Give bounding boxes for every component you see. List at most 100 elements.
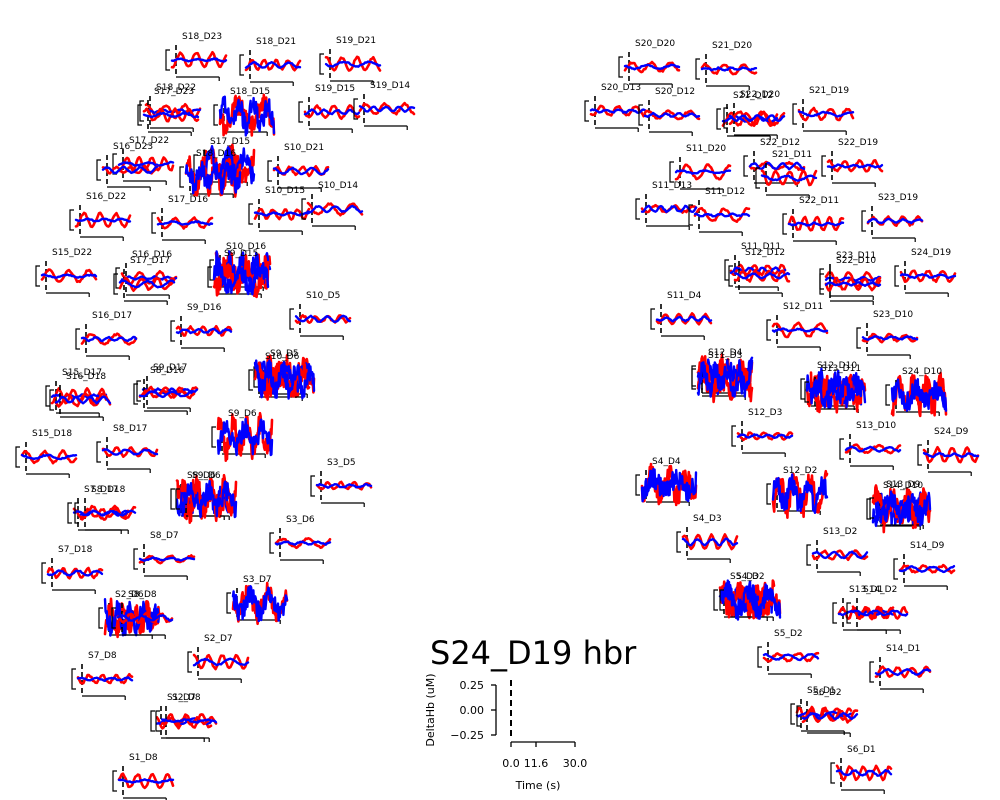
channel-s15-d22: S15_D22 xyxy=(35,248,98,297)
channel-label: S14_D9 xyxy=(910,541,945,551)
hbr-trace xyxy=(696,359,754,398)
hbr-trace xyxy=(674,169,732,175)
hbr-trace xyxy=(643,111,701,119)
channel-label: S23_D10 xyxy=(873,310,913,320)
channel-s4-d2: S4_D2 xyxy=(719,572,782,621)
channel-s10-d5: S10_D5 xyxy=(289,291,352,340)
hbo-trace xyxy=(358,101,416,116)
hbo-trace xyxy=(826,159,884,173)
channel-s14-d1: S14_D1 xyxy=(869,644,932,693)
y-scale-bracket xyxy=(866,498,871,520)
channel-label: S10_D16 xyxy=(226,242,266,252)
channel-s6-d1: S6_D1 xyxy=(830,745,893,794)
hbr-trace xyxy=(160,718,218,724)
hbo-trace xyxy=(303,104,361,120)
hbo-trace xyxy=(674,163,732,181)
channel-label: S11_D12 xyxy=(705,187,745,197)
hbo-trace xyxy=(874,665,932,679)
hbr-trace xyxy=(801,711,859,721)
y-scale-bracket xyxy=(98,607,103,629)
channel-label: S10_D15 xyxy=(265,186,305,196)
hbo-trace xyxy=(40,268,98,284)
channel-label: S24_D10 xyxy=(902,367,942,377)
hbr-trace xyxy=(253,359,311,400)
channel-label: S9_D17 xyxy=(153,363,187,373)
y-scale-bracket xyxy=(856,327,861,349)
channel-label: S6_D1 xyxy=(847,745,876,755)
y-scale-bracket xyxy=(584,100,589,122)
channel-label: S4_D3 xyxy=(693,514,722,524)
y-scale-bracket xyxy=(239,54,244,76)
channel-label: S13_D2 xyxy=(823,527,857,537)
y-scale-bracket xyxy=(691,368,696,390)
hbr-trace xyxy=(253,211,311,217)
channel-label: S21_D12 xyxy=(733,91,773,101)
channel-s8-d16: S8_D16 xyxy=(133,366,196,415)
channel-label: S9_D6 xyxy=(228,409,257,419)
y-scale-bracket xyxy=(846,602,851,624)
channel-s12-d11: S12_D11 xyxy=(766,302,829,351)
y-scale-bracket xyxy=(15,446,20,468)
y-scale-bracket xyxy=(96,159,101,181)
hbr-trace xyxy=(46,569,104,577)
hbr-trace xyxy=(640,467,698,503)
hbr-trace xyxy=(797,110,855,118)
y-axis-label: DeltaHb (uM) xyxy=(424,673,437,746)
channel-label: S20_D13 xyxy=(601,83,641,93)
hbr-trace xyxy=(899,273,957,280)
hbo-trace xyxy=(80,332,138,346)
channel-label: S23_D11 xyxy=(836,251,876,261)
y-scale-bracket xyxy=(170,320,175,342)
channel-label: S3_D6 xyxy=(286,515,315,525)
hbr-trace xyxy=(809,375,867,409)
channel-s22-d20: S22_D20 xyxy=(723,90,786,139)
y-scale-bracket xyxy=(757,646,762,668)
channel-label: S14_D10 xyxy=(883,481,923,491)
channel-label: S24_D19 xyxy=(911,248,951,258)
channel-label: S19_D14 xyxy=(370,81,410,91)
channel-label: S21_D19 xyxy=(809,86,849,96)
y-scale-bracket xyxy=(248,203,253,225)
hbr-trace xyxy=(787,221,845,227)
hbr-trace xyxy=(693,212,751,218)
y-scale-bracket xyxy=(731,425,736,447)
hbr-trace xyxy=(762,653,820,662)
y-scale-bracket xyxy=(74,502,79,524)
channel-label: S16_D17 xyxy=(92,311,132,321)
channel-s12-d3: S12_D3 xyxy=(731,408,794,457)
channel-label: S21_D11 xyxy=(772,150,812,160)
y-scale-bracket xyxy=(695,58,700,80)
channel-label: S17_D23 xyxy=(154,87,194,97)
hbr-trace xyxy=(760,174,818,182)
channel-label: S18_D22 xyxy=(156,83,196,93)
channel-label: S9_D15 xyxy=(224,249,258,259)
channel-s16-d18: S16_D18 xyxy=(49,372,112,421)
hbr-trace xyxy=(898,565,956,574)
channel-label: S24_D9 xyxy=(934,427,969,437)
channel-label: S2_D6 xyxy=(115,590,144,600)
hbo-trace xyxy=(801,708,859,724)
channel-s9-d15: S9_D15 xyxy=(207,249,270,299)
channel-s13-d9: S13_D9 xyxy=(869,480,932,529)
y-scale-bracket xyxy=(755,167,760,189)
hbr-trace xyxy=(655,315,713,323)
y-scale-bracket xyxy=(650,308,655,330)
channel-label: S5_D2 xyxy=(774,629,803,639)
channel-s8-d7: S8_D7 xyxy=(133,531,196,580)
hbr-trace xyxy=(116,614,174,622)
hbr-trace xyxy=(294,314,352,323)
hbo-trace xyxy=(170,50,228,69)
channel-label: S22_D19 xyxy=(838,138,878,148)
y-scale-bracket xyxy=(713,589,718,611)
channel-s19-d21: S19_D21 xyxy=(319,36,382,85)
channel-s1-d8: S1_D8 xyxy=(112,753,175,800)
hbr-trace xyxy=(324,60,382,68)
channel-s6-d2: S6_D2 xyxy=(796,688,859,737)
hbr-trace xyxy=(728,114,786,123)
hbo-trace xyxy=(175,324,233,337)
hbr-trace xyxy=(103,598,161,637)
hbo-trace xyxy=(762,651,820,663)
hbo-trace xyxy=(623,60,681,74)
y-scale-bracket xyxy=(133,548,138,570)
